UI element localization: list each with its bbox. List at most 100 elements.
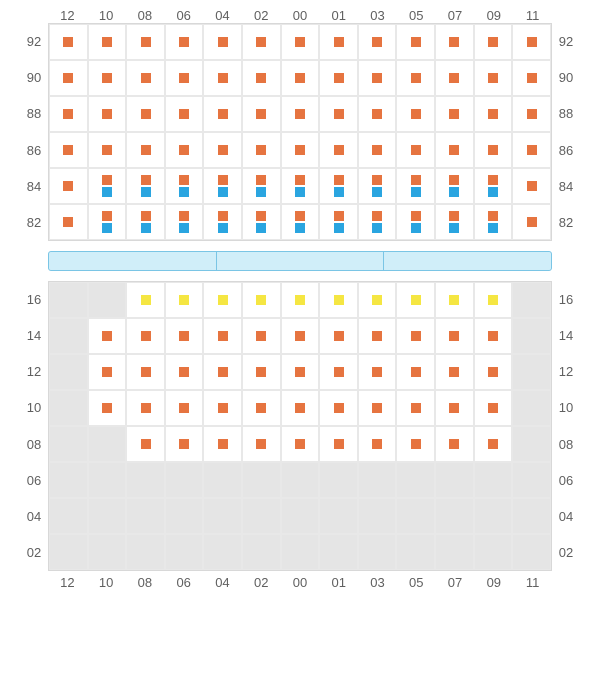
seat-cell[interactable] <box>319 132 358 168</box>
seat-cell[interactable] <box>474 96 513 132</box>
seat-cell[interactable] <box>512 132 551 168</box>
seat-cell[interactable] <box>319 96 358 132</box>
seat-cell[interactable] <box>358 168 397 204</box>
seat-cell[interactable] <box>165 204 204 240</box>
seat-cell[interactable] <box>126 318 165 354</box>
seat-cell[interactable] <box>474 318 513 354</box>
seat-cell[interactable] <box>126 96 165 132</box>
seat-cell[interactable] <box>435 96 474 132</box>
seat-cell[interactable] <box>281 354 320 390</box>
seat-cell[interactable] <box>396 132 435 168</box>
seat-cell[interactable] <box>126 426 165 462</box>
seat-cell[interactable] <box>165 426 204 462</box>
seat-cell[interactable] <box>281 96 320 132</box>
seat-cell[interactable] <box>126 354 165 390</box>
seat-cell[interactable] <box>281 426 320 462</box>
seat-cell[interactable] <box>242 60 281 96</box>
seat-cell[interactable] <box>319 318 358 354</box>
seat-cell[interactable] <box>319 390 358 426</box>
seat-cell[interactable] <box>396 282 435 318</box>
seat-cell[interactable] <box>358 60 397 96</box>
seat-cell[interactable] <box>396 204 435 240</box>
seat-cell[interactable] <box>88 354 127 390</box>
seat-cell[interactable] <box>49 204 88 240</box>
seat-cell[interactable] <box>242 318 281 354</box>
seat-cell[interactable] <box>126 390 165 426</box>
seat-cell[interactable] <box>281 132 320 168</box>
seat-cell[interactable] <box>512 204 551 240</box>
seat-cell[interactable] <box>88 168 127 204</box>
seat-cell[interactable] <box>396 168 435 204</box>
seat-cell[interactable] <box>435 390 474 426</box>
seat-cell[interactable] <box>165 60 204 96</box>
seat-cell[interactable] <box>358 282 397 318</box>
seat-cell[interactable] <box>358 426 397 462</box>
seat-cell[interactable] <box>242 168 281 204</box>
seat-cell[interactable] <box>165 96 204 132</box>
seat-cell[interactable] <box>88 60 127 96</box>
seat-cell[interactable] <box>358 204 397 240</box>
seat-cell[interactable] <box>242 354 281 390</box>
seat-cell[interactable] <box>126 60 165 96</box>
seat-cell[interactable] <box>435 168 474 204</box>
seat-cell[interactable] <box>319 354 358 390</box>
seat-cell[interactable] <box>474 282 513 318</box>
seat-cell[interactable] <box>165 354 204 390</box>
seat-cell[interactable] <box>358 390 397 426</box>
seat-cell[interactable] <box>49 24 88 60</box>
seat-cell[interactable] <box>358 96 397 132</box>
seat-cell[interactable] <box>165 282 204 318</box>
seat-cell[interactable] <box>242 204 281 240</box>
seat-cell[interactable] <box>242 24 281 60</box>
seat-cell[interactable] <box>396 96 435 132</box>
seat-cell[interactable] <box>88 318 127 354</box>
seat-cell[interactable] <box>281 318 320 354</box>
seat-cell[interactable] <box>242 282 281 318</box>
seat-cell[interactable] <box>435 60 474 96</box>
seat-cell[interactable] <box>126 204 165 240</box>
seat-cell[interactable] <box>165 318 204 354</box>
seat-cell[interactable] <box>126 24 165 60</box>
seat-cell[interactable] <box>474 426 513 462</box>
seat-cell[interactable] <box>512 24 551 60</box>
seat-cell[interactable] <box>242 132 281 168</box>
seat-cell[interactable] <box>396 318 435 354</box>
seat-cell[interactable] <box>203 354 242 390</box>
seat-cell[interactable] <box>165 390 204 426</box>
seat-cell[interactable] <box>203 426 242 462</box>
seat-cell[interactable] <box>435 318 474 354</box>
seat-cell[interactable] <box>512 60 551 96</box>
seat-cell[interactable] <box>203 204 242 240</box>
seat-cell[interactable] <box>88 132 127 168</box>
seat-cell[interactable] <box>319 426 358 462</box>
seat-cell[interactable] <box>396 60 435 96</box>
seat-cell[interactable] <box>474 132 513 168</box>
seat-cell[interactable] <box>126 132 165 168</box>
seat-cell[interactable] <box>435 282 474 318</box>
seat-cell[interactable] <box>358 354 397 390</box>
seat-cell[interactable] <box>281 168 320 204</box>
seat-cell[interactable] <box>203 282 242 318</box>
seat-cell[interactable] <box>203 96 242 132</box>
seat-cell[interactable] <box>88 24 127 60</box>
seat-cell[interactable] <box>319 204 358 240</box>
seat-cell[interactable] <box>396 354 435 390</box>
seat-cell[interactable] <box>203 168 242 204</box>
seat-cell[interactable] <box>165 168 204 204</box>
seat-cell[interactable] <box>281 390 320 426</box>
seat-cell[interactable] <box>396 390 435 426</box>
seat-cell[interactable] <box>474 24 513 60</box>
seat-cell[interactable] <box>49 60 88 96</box>
seat-cell[interactable] <box>319 168 358 204</box>
seat-cell[interactable] <box>88 204 127 240</box>
seat-cell[interactable] <box>203 60 242 96</box>
seat-cell[interactable] <box>126 168 165 204</box>
seat-cell[interactable] <box>203 132 242 168</box>
seat-cell[interactable] <box>474 390 513 426</box>
seat-cell[interactable] <box>435 354 474 390</box>
seat-cell[interactable] <box>242 390 281 426</box>
seat-cell[interactable] <box>512 96 551 132</box>
seat-cell[interactable] <box>281 24 320 60</box>
seat-cell[interactable] <box>474 60 513 96</box>
seat-cell[interactable] <box>242 426 281 462</box>
